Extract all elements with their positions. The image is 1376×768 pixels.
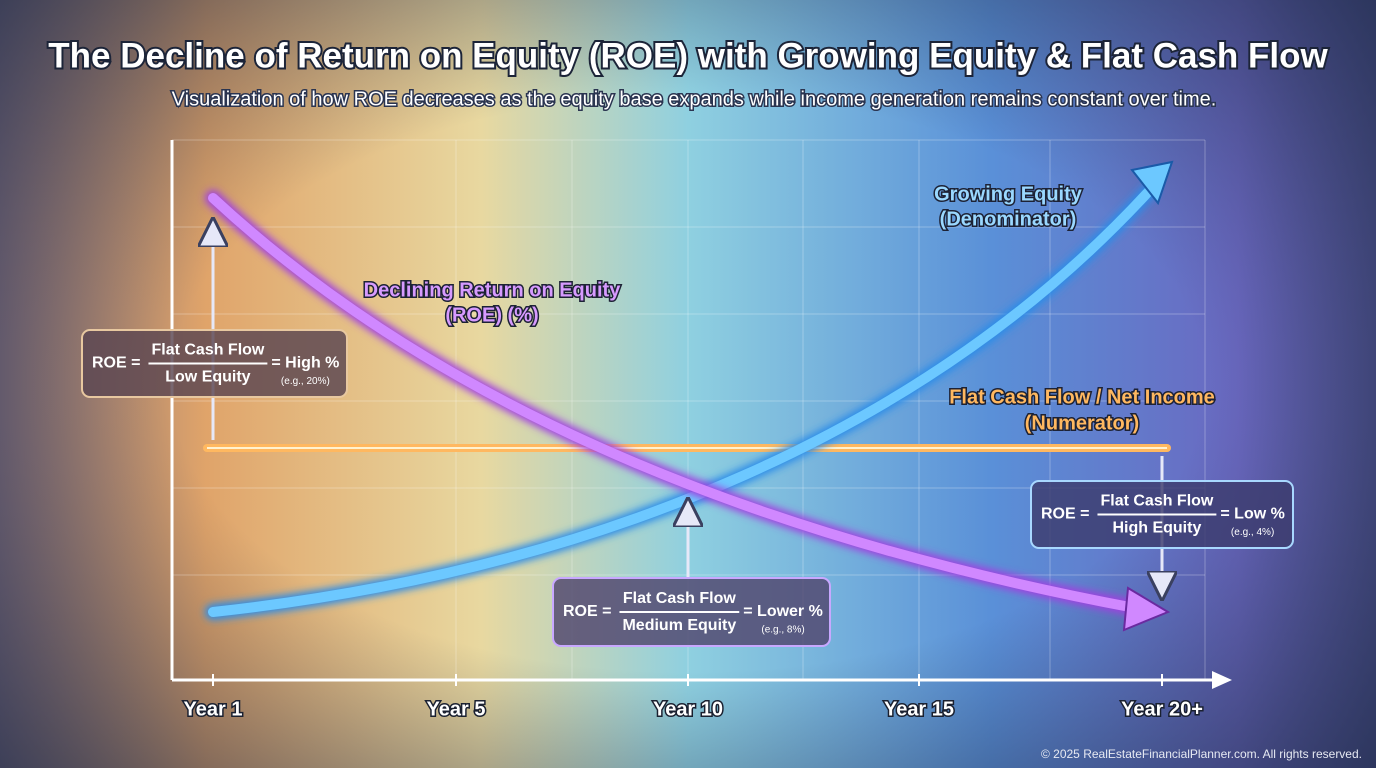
formula-result: = Lower %: [743, 603, 823, 620]
x-tick-label: Year 10: [653, 698, 723, 720]
formula-example: (e.g., 20%): [281, 376, 330, 387]
equity-curve: [208, 185, 1155, 617]
x-tick-label: Year 5: [427, 698, 486, 720]
formula-box: ROE = Flat Cash Flow Medium Equity = Lower …: [552, 577, 831, 647]
formula-numerator: Flat Cash Flow: [623, 590, 736, 607]
x-tick-label: Year 1: [184, 698, 243, 720]
formula-box: ROE = Flat Cash Flow High Equity = Low % (e.…: [1030, 480, 1294, 549]
roe-curve: [208, 193, 1140, 613]
formula-numerator: Flat Cash Flow: [151, 342, 264, 359]
formula-lhs: ROE =: [563, 603, 611, 620]
formula-example: (e.g., 4%): [1231, 527, 1274, 538]
formula-lhs: ROE =: [92, 355, 140, 372]
curve-label: (Numerator): [1025, 412, 1139, 434]
formula-result: = Low %: [1220, 506, 1284, 523]
x-axis-arrow: [1212, 671, 1232, 689]
curve-label: (Denominator): [940, 208, 1077, 230]
formula-denominator: Medium Equity: [622, 617, 736, 634]
formula-numerator: Flat Cash Flow: [1100, 493, 1213, 510]
title: The Decline of Return on Equity (ROE) wi…: [48, 36, 1328, 75]
x-tick-label: Year 15: [884, 698, 954, 720]
curve-label: Flat Cash Flow / Net Income: [949, 386, 1215, 408]
curve-label: Declining Return on Equity: [364, 279, 622, 301]
formula-box: ROE = Flat Cash Flow Low Equity = High % (e.…: [81, 329, 348, 398]
formula-example: (e.g., 8%): [761, 625, 804, 636]
footer: © 2025 RealEstateFinancialPlanner.com. A…: [1041, 747, 1362, 761]
formula-result: = High %: [271, 355, 339, 372]
subtitle: Visualization of how ROE decreases as th…: [172, 88, 1217, 110]
formula-denominator: Low Equity: [165, 369, 250, 386]
formula-denominator: High Equity: [1112, 520, 1201, 537]
curve-label: Growing Equity: [934, 183, 1083, 205]
formula-lhs: ROE =: [1041, 506, 1089, 523]
x-tick-label: Year 20+: [1121, 698, 1203, 720]
equity-arrowhead: [1130, 160, 1174, 206]
curve-label: (ROE) (%): [445, 304, 538, 326]
